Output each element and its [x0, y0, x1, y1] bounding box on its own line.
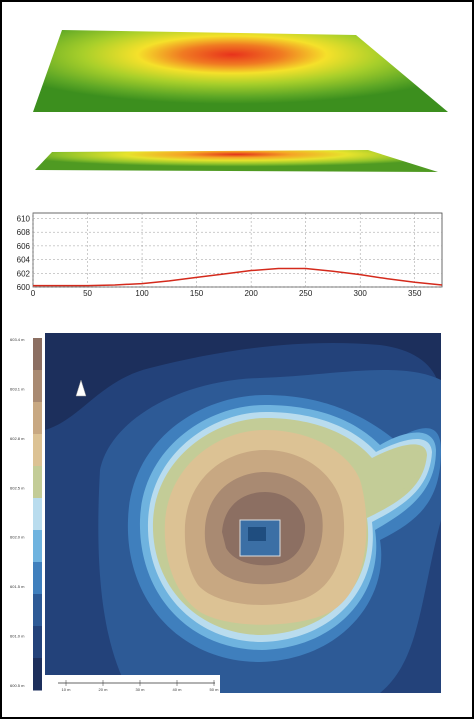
contour-band — [380, 450, 422, 500]
scale-label: 50 m — [210, 687, 220, 692]
legend-label: 602.8 m — [10, 436, 25, 441]
legend-swatch — [33, 434, 42, 467]
legend-label: 603.4 m — [10, 337, 25, 342]
contour-map — [45, 333, 441, 693]
legend-swatch — [33, 594, 42, 627]
legend-swatch — [33, 338, 42, 371]
x-tick-label: 350 — [408, 289, 422, 298]
legend-label: 601.5 m — [10, 584, 25, 589]
x-tick-label: 0 — [31, 289, 36, 298]
y-tick-label: 602 — [17, 269, 31, 278]
legend-swatch — [33, 498, 42, 531]
y-tick-label: 610 — [17, 214, 31, 223]
scale-label: 40 m — [173, 687, 183, 692]
north-arrow — [75, 379, 87, 397]
legend-swatch — [33, 466, 42, 499]
scale-label: 10 m — [62, 687, 72, 692]
x-tick-label: 300 — [354, 289, 368, 298]
line-series — [33, 267, 443, 287]
legend-swatch — [33, 370, 42, 403]
legend-label: 600.5 m — [10, 683, 25, 688]
legend-swatch — [33, 562, 42, 595]
y-tick-label: 600 — [17, 283, 31, 292]
scale-label: 30 m — [136, 687, 146, 692]
surface-3d — [33, 30, 448, 112]
scale-bar-box — [45, 675, 220, 693]
profile-chart: 600 602 604 606 608 610 0 50 100 150 200 250 300 350 — [17, 212, 443, 298]
y-tick-label: 604 — [17, 256, 31, 265]
x-tick-label: 50 — [83, 289, 92, 298]
legend-swatch — [33, 402, 42, 435]
legend-label: 602.0 m — [10, 535, 25, 540]
y-tick-label: 608 — [17, 228, 31, 237]
x-tick-label: 150 — [190, 289, 204, 298]
plot-area — [32, 212, 443, 288]
scale-label: 20 m — [99, 687, 109, 692]
x-tick-label: 200 — [244, 289, 258, 298]
photo-inset — [239, 519, 281, 557]
y-tick-label: 606 — [17, 242, 31, 251]
surface-3d-side — [35, 150, 438, 172]
x-tick-label: 250 — [299, 289, 313, 298]
legend-swatch — [33, 530, 42, 563]
x-tick-label: 100 — [135, 289, 149, 298]
legend-swatch — [33, 626, 42, 659]
color-legend: 603.4 m 603.1 m 602.8 m 602.5 m 602.0 m 601.5… — [10, 337, 42, 691]
legend-label: 601.0 m — [10, 634, 25, 639]
legend-swatch — [33, 658, 42, 691]
legend-label: 603.1 m — [10, 386, 25, 391]
photo-detail — [248, 527, 266, 541]
legend-label: 602.5 m — [10, 485, 25, 490]
